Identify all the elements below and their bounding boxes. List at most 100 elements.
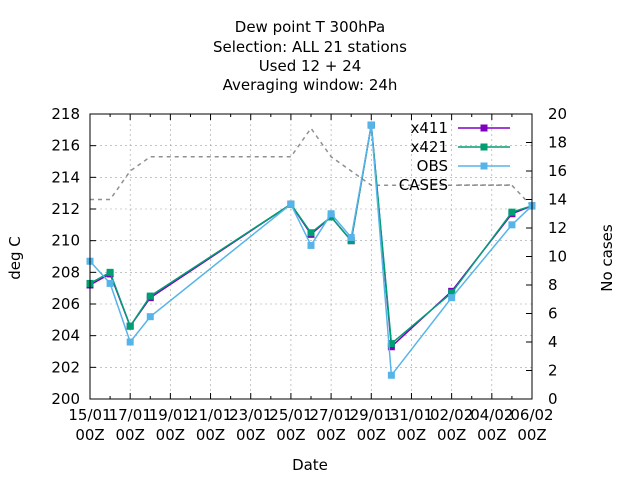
y-tick-label: 218 — [51, 105, 80, 123]
x-tick-label-date: 17/01 — [109, 406, 152, 424]
plot-border — [89, 113, 533, 400]
y2-axis-label: No cases — [598, 224, 616, 292]
x-tick-label-time: 00Z — [357, 426, 386, 444]
x-tick-label: 29/01 00Z — [350, 406, 393, 444]
series-line-cases — [90, 126, 533, 208]
y2-tick-label: 20 — [548, 105, 567, 123]
x-axis-label: Date — [292, 456, 328, 474]
y-axis-label: deg C — [6, 236, 24, 280]
data-point-obs — [106, 279, 114, 287]
y-tick-label: 200 — [51, 390, 80, 408]
legend-marker-x421 — [480, 143, 488, 151]
y-tick-label: 216 — [51, 137, 80, 155]
x-tick-label-date: 21/01 — [189, 406, 232, 424]
y2-tick-label: 12 — [548, 219, 567, 237]
x-tick-label: 31/01 00Z — [390, 406, 433, 444]
x-tick-label-time: 00Z — [196, 426, 225, 444]
x-tick-label-time: 00Z — [517, 426, 546, 444]
legend-label-x411: x411 — [410, 119, 448, 137]
series-layer — [86, 121, 536, 379]
legend-marker-x411 — [480, 124, 488, 132]
x-tick-label-date: 19/01 — [149, 406, 192, 424]
title-line-4: Averaging window: 24h — [223, 76, 398, 94]
y-tick-label: 206 — [51, 295, 80, 313]
title-line-2: Selection: ALL 21 stations — [213, 38, 407, 56]
data-point-x421 — [106, 268, 114, 276]
data-point-obs — [287, 200, 295, 208]
x-tick-label: 21/01 00Z — [189, 406, 232, 444]
x-tick-label-time: 00Z — [437, 426, 466, 444]
x-tick-label-date: 04/02 — [470, 406, 513, 424]
data-point-obs — [508, 221, 516, 229]
x-tick-label: 19/01 00Z — [149, 406, 192, 444]
x-tick-label-date: 25/01 — [269, 406, 312, 424]
x-tick-label-date: 23/01 — [229, 406, 272, 424]
data-point-obs — [347, 234, 355, 241]
x-tick-label: 27/01 00Z — [309, 406, 352, 444]
y2-tick-label: 14 — [548, 191, 567, 209]
data-point-x421 — [387, 340, 395, 348]
cases-layer — [90, 126, 533, 208]
grid — [90, 114, 532, 399]
y-tick-label: 212 — [51, 200, 80, 218]
x-tick-label-date: 02/02 — [430, 406, 473, 424]
y2-tick-label: 8 — [548, 276, 558, 294]
x-tick-label-time: 00Z — [477, 426, 506, 444]
x-tick-label-date: 29/01 — [350, 406, 393, 424]
x-tick-label-time: 00Z — [236, 426, 265, 444]
title-line-1: Dew point T 300hPa — [235, 18, 385, 36]
y-tick-label: 204 — [51, 327, 80, 345]
x-tick-label-date: 15/01 — [68, 406, 111, 424]
data-point-x421 — [448, 289, 456, 297]
data-point-x421 — [307, 229, 315, 237]
y-tick-label: 214 — [51, 168, 80, 186]
legend-label-obs: OBS — [417, 157, 448, 175]
y-axis-ticks: 200 202 204 206 208 210 212 214 216 218 — [51, 105, 96, 408]
x-tick-label: 23/01 00Z — [229, 406, 272, 444]
data-point-obs — [387, 371, 395, 379]
x-tick-label-date: 06/02 — [510, 406, 553, 424]
x-tick-label-date: 27/01 — [309, 406, 352, 424]
data-point-obs — [327, 210, 335, 218]
x-tick-label: 06/02 00Z — [510, 406, 553, 444]
data-point-obs — [448, 294, 456, 302]
x-tick-label-time: 00Z — [316, 426, 345, 444]
y2-tick-label: 4 — [548, 333, 558, 351]
y-tick-label: 208 — [51, 263, 80, 281]
x-tick-label: 02/02 00Z — [430, 406, 473, 444]
x-tick-label-time: 00Z — [156, 426, 185, 444]
data-point-obs — [307, 241, 315, 249]
legend-label-cases: CASES — [399, 176, 448, 194]
chart-title: Dew point T 300hPa Selection: ALL 21 sta… — [213, 18, 407, 94]
x-tick-label-time: 00Z — [397, 426, 426, 444]
y-tick-label: 202 — [51, 358, 80, 376]
x-tick-label-time: 00Z — [276, 426, 305, 444]
x-tick-label: 15/01 00Z — [68, 406, 111, 444]
y2-tick-label: 0 — [548, 390, 558, 408]
legend-marker-obs — [480, 162, 488, 170]
series-line-obs — [89, 124, 533, 378]
data-point-obs — [367, 121, 375, 129]
data-point-x421 — [126, 322, 134, 330]
x-tick-label-date: 31/01 — [390, 406, 433, 424]
legend-label-x421: x421 — [410, 138, 448, 156]
data-point-obs — [146, 313, 154, 321]
y2-axis-ticks: 0 2 4 6 8 10 12 14 16 18 20 — [526, 105, 567, 408]
x-tick-label: 25/01 00Z — [269, 406, 312, 444]
x-tick-label-time: 00Z — [75, 426, 104, 444]
x-tick-label: 04/02 00Z — [470, 406, 513, 444]
y2-tick-label: 18 — [548, 134, 567, 152]
data-point-x421 — [146, 292, 154, 300]
y2-tick-label: 6 — [548, 305, 558, 323]
x-tick-label: 17/01 00Z — [109, 406, 152, 444]
y2-tick-label: 2 — [548, 362, 558, 380]
data-point-x421 — [508, 208, 516, 216]
y2-tick-label: 10 — [548, 248, 567, 266]
y2-tick-label: 16 — [548, 162, 567, 180]
x-tick-label-time: 00Z — [115, 426, 144, 444]
data-point-obs — [126, 338, 134, 346]
y-tick-label: 210 — [51, 232, 80, 250]
